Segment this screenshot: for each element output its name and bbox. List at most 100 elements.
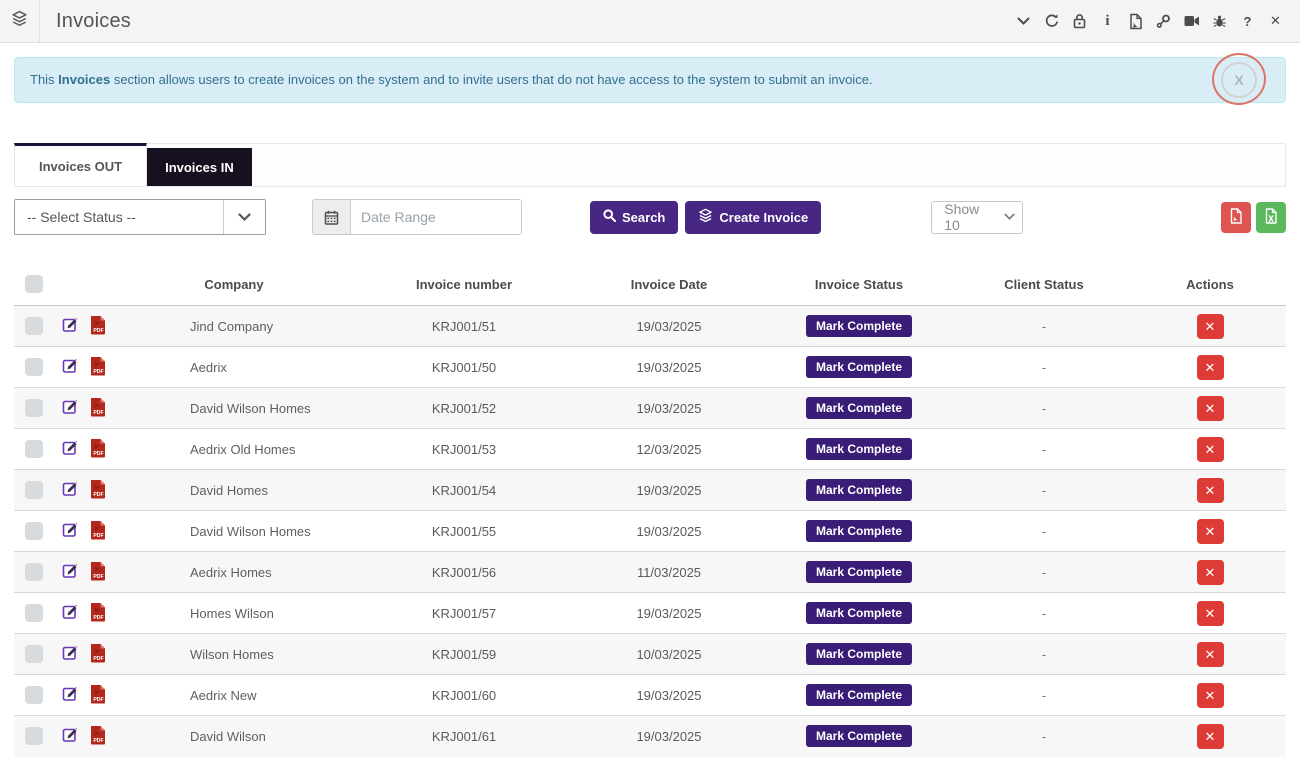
invoice-status-badge[interactable]: Mark Complete	[806, 643, 912, 665]
table-row: PDF David Wilson KRJ001/61 19/03/2025 Ma…	[14, 716, 1286, 757]
layers-menu-button[interactable]	[0, 0, 40, 43]
help-icon[interactable]: ?	[1239, 13, 1256, 30]
invoice-status-badge[interactable]: Mark Complete	[806, 438, 912, 460]
create-invoice-button[interactable]: Create Invoice	[685, 201, 821, 234]
edit-icon[interactable]	[62, 726, 79, 746]
svg-text:PDF: PDF	[93, 492, 103, 498]
row-checkbox[interactable]	[25, 522, 43, 540]
layers-icon	[11, 10, 28, 32]
row-checkbox[interactable]	[25, 317, 43, 335]
edit-icon[interactable]	[62, 398, 79, 418]
edit-icon[interactable]	[62, 480, 79, 500]
pdf-file-icon[interactable]: PDF	[89, 438, 106, 461]
banner-close-button[interactable]: X	[1221, 62, 1257, 98]
delete-button[interactable]: ✕	[1197, 601, 1224, 626]
row-checkbox[interactable]	[25, 440, 43, 458]
invoice-status-badge[interactable]: Mark Complete	[806, 684, 912, 706]
delete-button[interactable]: ✕	[1197, 314, 1224, 339]
banner-close-area: X	[1221, 62, 1257, 98]
search-button[interactable]: Search	[590, 201, 678, 234]
table-row: PDF Aedrix Homes KRJ001/56 11/03/2025 Ma…	[14, 552, 1286, 593]
invoice-status-badge[interactable]: Mark Complete	[806, 520, 912, 542]
invoice-number-cell: KRJ001/52	[354, 388, 574, 429]
invoice-status-badge[interactable]: Mark Complete	[806, 356, 912, 378]
export-excel-button[interactable]	[1256, 202, 1286, 233]
edit-icon[interactable]	[62, 644, 79, 664]
delete-button[interactable]: ✕	[1197, 560, 1224, 585]
delete-button[interactable]: ✕	[1197, 519, 1224, 544]
client-status-cell: -	[954, 716, 1134, 757]
chevron-down-icon[interactable]	[1015, 13, 1032, 30]
delete-button[interactable]: ✕	[1197, 724, 1224, 749]
edit-icon[interactable]	[62, 603, 79, 623]
invoice-number-cell: KRJ001/50	[354, 347, 574, 388]
invoice-status-badge[interactable]: Mark Complete	[806, 397, 912, 419]
show-entries-select[interactable]: Show 10	[931, 201, 1023, 234]
date-range-input[interactable]	[350, 199, 522, 235]
row-checkbox[interactable]	[25, 358, 43, 376]
company-cell: David Homes	[114, 470, 354, 511]
invoice-status-badge[interactable]: Mark Complete	[806, 725, 912, 747]
delete-button[interactable]: ✕	[1197, 396, 1224, 421]
status-select[interactable]: -- Select Status --	[14, 199, 266, 235]
pdf-document-icon[interactable]	[1127, 13, 1144, 30]
svg-text:PDF: PDF	[93, 656, 103, 662]
row-checkbox[interactable]	[25, 727, 43, 745]
row-checkbox[interactable]	[25, 399, 43, 417]
pdf-file-icon[interactable]: PDF	[89, 356, 106, 379]
edit-icon[interactable]	[62, 357, 79, 377]
refresh-icon[interactable]	[1043, 13, 1060, 30]
show-entries-value: Show 10	[932, 201, 996, 233]
delete-button[interactable]: ✕	[1197, 683, 1224, 708]
invoice-status-badge[interactable]: Mark Complete	[806, 315, 912, 337]
edit-icon[interactable]	[62, 521, 79, 541]
column-header-company: Company	[114, 265, 354, 306]
bug-icon[interactable]	[1211, 13, 1228, 30]
info-icon[interactable]: i	[1099, 13, 1116, 30]
video-camera-icon[interactable]	[1183, 13, 1200, 30]
tab-invoices-out[interactable]: Invoices OUT	[14, 143, 147, 186]
row-checkbox[interactable]	[25, 604, 43, 622]
row-checkbox[interactable]	[25, 481, 43, 499]
invoice-date-cell: 19/03/2025	[574, 306, 764, 347]
filter-toolbar: -- Select Status -- Search Create Invoic…	[14, 199, 1286, 235]
chevron-down-icon	[223, 200, 265, 234]
invoices-page: Invoices i ? ✕	[0, 0, 1300, 760]
pdf-file-icon[interactable]: PDF	[89, 315, 106, 338]
edit-icon[interactable]	[62, 562, 79, 582]
pdf-file-icon[interactable]: PDF	[89, 520, 106, 543]
invoice-number-cell: KRJ001/55	[354, 511, 574, 552]
row-checkbox[interactable]	[25, 563, 43, 581]
invoice-status-badge[interactable]: Mark Complete	[806, 479, 912, 501]
close-icon[interactable]: ✕	[1267, 13, 1284, 30]
edit-icon[interactable]	[62, 685, 79, 705]
pdf-file-icon[interactable]: PDF	[89, 397, 106, 420]
invoice-date-cell: 19/03/2025	[574, 511, 764, 552]
client-status-cell: -	[954, 593, 1134, 634]
delete-button[interactable]: ✕	[1197, 642, 1224, 667]
tab-invoices-in[interactable]: Invoices IN	[147, 148, 252, 186]
top-bar: Invoices i ? ✕	[0, 0, 1300, 43]
delete-button[interactable]: ✕	[1197, 437, 1224, 462]
pdf-file-icon[interactable]: PDF	[89, 561, 106, 584]
invoice-status-badge[interactable]: Mark Complete	[806, 561, 912, 583]
select-all-checkbox[interactable]	[25, 275, 43, 293]
delete-button[interactable]: ✕	[1197, 478, 1224, 503]
edit-icon[interactable]	[62, 316, 79, 336]
row-checkbox[interactable]	[25, 645, 43, 663]
invoice-status-badge[interactable]: Mark Complete	[806, 602, 912, 624]
pdf-file-icon[interactable]: PDF	[89, 684, 106, 707]
lock-icon[interactable]	[1071, 13, 1088, 30]
pdf-file-icon[interactable]: PDF	[89, 643, 106, 666]
key-icon[interactable]	[1155, 13, 1172, 30]
row-checkbox[interactable]	[25, 686, 43, 704]
table-row: PDF Aedrix KRJ001/50 19/03/2025 Mark Com…	[14, 347, 1286, 388]
pdf-file-icon[interactable]: PDF	[89, 602, 106, 625]
edit-icon[interactable]	[62, 439, 79, 459]
pdf-file-icon[interactable]: PDF	[89, 479, 106, 502]
calendar-icon[interactable]	[312, 199, 350, 235]
delete-button[interactable]: ✕	[1197, 355, 1224, 380]
export-pdf-button[interactable]	[1221, 202, 1251, 233]
invoice-date-cell: 12/03/2025	[574, 429, 764, 470]
pdf-file-icon[interactable]: PDF	[89, 725, 106, 748]
